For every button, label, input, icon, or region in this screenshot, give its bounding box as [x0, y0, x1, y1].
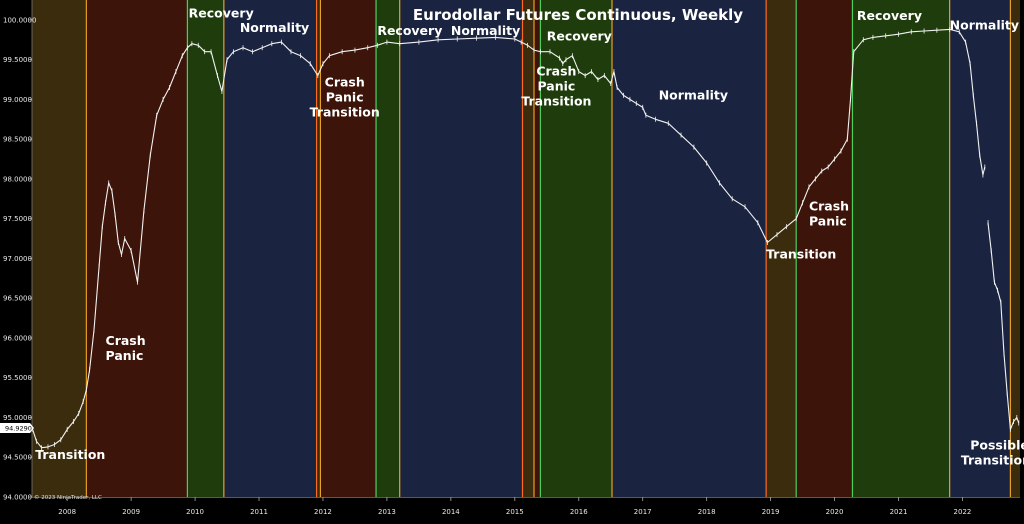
copyright-note: © 2023 NinjaTrader, LLC [34, 494, 102, 501]
y-tick-label: 99.5000 [3, 56, 32, 64]
phase-band-2 [187, 0, 224, 497]
phase-annotation-14: PossibleTransition? [961, 437, 1024, 467]
phase-band-1 [86, 0, 188, 497]
phase-annotation-line: Normality [950, 17, 1019, 32]
phase-band-4 [316, 0, 321, 497]
x-tick-label: 2015 [506, 508, 524, 516]
phase-annotation-line: Transition [35, 447, 105, 462]
x-tick-label: 2018 [698, 508, 716, 516]
x-tick-label: 2011 [250, 508, 268, 516]
x-tick-label: 2010 [186, 508, 204, 516]
price-line-0 [32, 28, 986, 449]
phase-band-11 [612, 0, 767, 497]
phase-band-0 [32, 0, 87, 497]
phase-annotation-line: Transition [310, 105, 380, 120]
phase-band-5 [320, 0, 377, 497]
y-tick-label: 95.0000 [3, 414, 32, 422]
phase-annotation-13: Normality [950, 17, 1019, 32]
phase-annotation-line: Recovery [857, 8, 922, 23]
phase-band-16 [1010, 0, 1020, 497]
last-price-flag [0, 423, 34, 433]
phase-annotation-2: Recovery [189, 5, 254, 20]
phase-annotation-line: Crash [809, 199, 849, 214]
phase-band-3 [223, 0, 317, 497]
phase-band-14 [852, 0, 950, 497]
phase-annotation-line: Recovery [189, 5, 254, 20]
phase-annotation-line: Normality [451, 23, 520, 38]
last-price-marker: 94.9290 [0, 423, 34, 433]
y-tick-label: 97.0000 [3, 255, 32, 263]
phase-band-7 [399, 0, 523, 497]
phase-annotation-5: Recovery [377, 23, 442, 38]
y-tick-label: 97.5000 [3, 215, 32, 223]
price-series [32, 26, 1020, 451]
phase-annotation-line: Panic [106, 348, 144, 363]
x-tick-label: 2014 [442, 508, 460, 516]
phase-band-13 [796, 0, 853, 497]
x-tick-label: 2013 [378, 508, 396, 516]
x-tick-label: 2012 [314, 508, 332, 516]
phase-annotation-9: Normality [659, 87, 728, 102]
x-tick-label: 2008 [58, 508, 76, 516]
phase-annotation-3: Normality [240, 20, 309, 35]
x-tick-label: 2021 [890, 508, 908, 516]
x-tick-label: 2019 [762, 508, 780, 516]
phase-annotation-line: Crash [325, 75, 365, 90]
phase-annotation-line: Transition? [961, 452, 1024, 467]
y-tick-label: 96.0000 [3, 334, 32, 342]
x-tick-label: 2017 [634, 508, 652, 516]
phase-labels: TransitionCrashPanicRecoveryNormalityCra… [35, 5, 1024, 467]
phase-band-10 [540, 0, 613, 497]
phase-annotation-10: Transition [766, 246, 836, 261]
chart-title: Eurodollar Futures Continuous, Weekly [413, 6, 743, 24]
phase-annotation-6: Normality [451, 23, 520, 38]
phase-annotation-line: Recovery [377, 23, 442, 38]
x-tick-label: 2022 [954, 508, 972, 516]
x-tick-label: 2016 [570, 508, 588, 516]
axes: 94.0000 94.5000 95.0000 95.5000 96.0000 96.50… [3, 0, 1020, 516]
phase-band-9 [533, 0, 541, 497]
phase-bands [32, 0, 1020, 497]
x-tick-label: 2009 [122, 508, 140, 516]
y-tick-label: 98.0000 [3, 175, 32, 183]
phase-annotation-line: Panic [809, 214, 847, 229]
y-tick-label: 94.5000 [3, 454, 32, 462]
phase-annotation-line: Possible [970, 437, 1024, 452]
y-tick-label: 99.0000 [3, 96, 32, 104]
phase-annotation-12: Recovery [857, 8, 922, 23]
phase-annotation-line: Normality [659, 87, 728, 102]
y-tick-label: 95.5000 [3, 374, 32, 382]
phase-annotation-line: Panic [326, 90, 364, 105]
y-tick-label: 98.5000 [3, 136, 32, 144]
phase-band-15 [949, 0, 1011, 497]
y-tick-label: 96.5000 [3, 295, 32, 303]
last-price-label: 94.9290 [5, 425, 32, 433]
phase-band-12 [766, 0, 797, 497]
phase-annotation-line: Transition [766, 246, 836, 261]
phase-annotation-line: Crash [106, 333, 146, 348]
y-tick-label: 94.0000 [3, 494, 32, 502]
y-tick-label: 100.0000 [3, 16, 36, 24]
phase-band-8 [522, 0, 534, 497]
x-tick-label: 2020 [826, 508, 844, 516]
phase-annotation-line: Crash [536, 64, 576, 79]
phase-annotation-line: Transition [521, 94, 591, 109]
phase-band-6 [376, 0, 400, 497]
phase-annotation-line: Panic [537, 79, 575, 94]
phase-annotation-7: Recovery [547, 29, 612, 44]
phase-annotation-line: Recovery [547, 29, 612, 44]
phase-annotation-0: Transition [35, 447, 105, 462]
phase-annotation-line: Normality [240, 20, 309, 35]
